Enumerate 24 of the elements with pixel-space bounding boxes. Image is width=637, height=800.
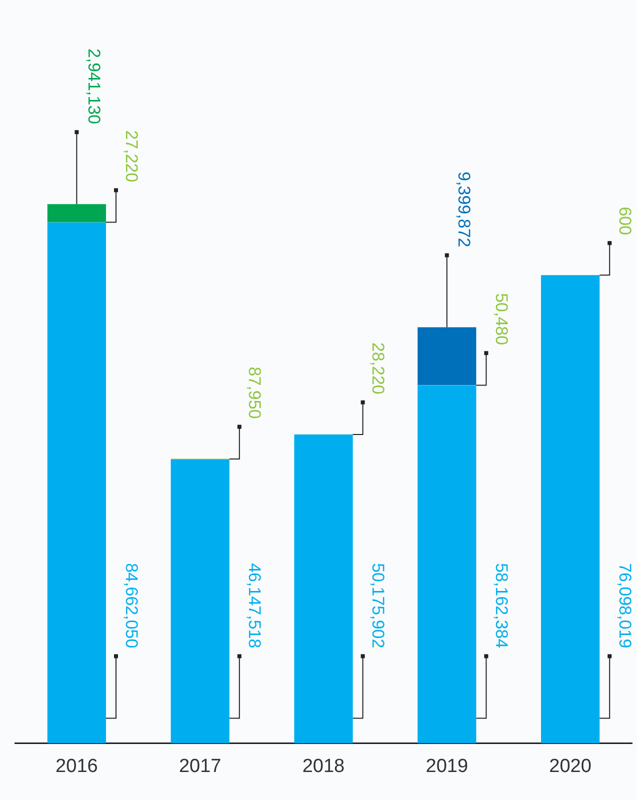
data-label: 76,098,019 (615, 563, 634, 648)
data-label: 600 (615, 206, 634, 236)
data-label: 50,480 (492, 293, 512, 346)
x-tick-label: 2019 (426, 756, 468, 777)
data-label: 2,941,130 (84, 48, 104, 124)
bar (47, 204, 106, 222)
x-tick-label: 2018 (302, 756, 345, 777)
bar (418, 327, 476, 386)
data-label: 28,220 (368, 342, 388, 394)
data-label: 9,399,872 (454, 172, 474, 248)
data-label: 87,950 (245, 366, 264, 419)
data-label: 58,162,384 (492, 563, 512, 648)
bar (418, 385, 476, 744)
data-label: 50,175,902 (368, 563, 388, 648)
bar (47, 222, 106, 744)
x-tick-label: 2020 (549, 756, 592, 777)
bar (170, 459, 230, 744)
data-label: 84,662,050 (122, 563, 141, 648)
data-label: 46,147,518 (245, 563, 264, 648)
data-label: 27,220 (122, 130, 141, 182)
bar (294, 434, 353, 744)
bar (540, 275, 600, 744)
x-tick-label: 2016 (56, 756, 98, 777)
x-tick-label: 2017 (178, 756, 222, 777)
